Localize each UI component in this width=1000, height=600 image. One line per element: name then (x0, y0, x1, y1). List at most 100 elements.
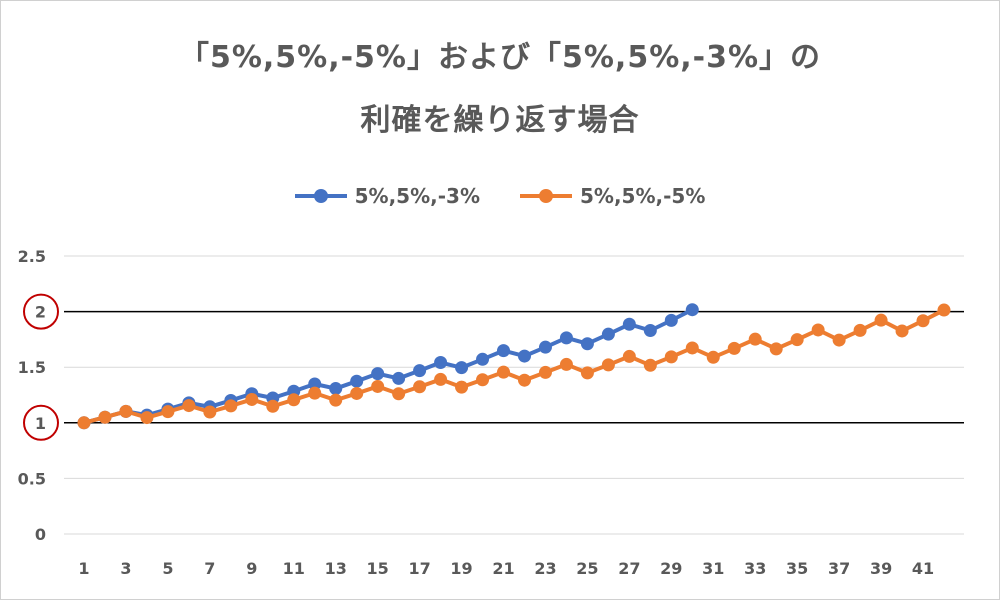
data-point-series-1 (476, 352, 490, 366)
data-point-series-2 (559, 357, 573, 371)
data-point-series-1 (329, 382, 343, 396)
chart-title-line1: 「5%,5%,-5%」および「5%,5%,-3%」の (178, 40, 822, 75)
y-tick-label: 2.5 (18, 247, 46, 266)
legend-swatch-series-2 (520, 189, 572, 203)
data-point-series-2 (203, 405, 217, 419)
data-point-series-2 (832, 333, 846, 347)
chart-legend: 5%,5%,-3% 5%,5%,-5% (0, 184, 1000, 208)
legend-label-series-1: 5%,5%,-3% (354, 184, 480, 208)
legend-item-series-1: 5%,5%,-3% (294, 184, 480, 208)
legend-label-series-2: 5%,5%,-5% (580, 184, 706, 208)
x-tick-label: 41 (912, 559, 934, 578)
data-point-series-1 (434, 356, 448, 370)
x-tick-label: 5 (162, 559, 173, 578)
data-point-series-2 (266, 399, 280, 413)
y-tick-label: 1.5 (18, 358, 46, 377)
data-point-series-2 (329, 393, 343, 407)
data-point-series-2 (937, 303, 951, 317)
y-tick-label: 2 (35, 303, 46, 322)
x-tick-label: 3 (120, 559, 131, 578)
data-point-series-2 (853, 323, 867, 337)
x-tick-label: 21 (492, 559, 514, 578)
x-tick-label: 13 (325, 559, 347, 578)
data-point-series-2 (497, 365, 511, 379)
data-point-series-2 (224, 399, 238, 413)
data-point-series-2 (392, 387, 406, 401)
data-point-series-2 (622, 349, 636, 363)
data-point-series-1 (308, 377, 322, 391)
data-point-series-1 (392, 371, 406, 385)
y-tick-label: 0.5 (18, 469, 46, 488)
data-point-series-2 (140, 411, 154, 425)
data-point-series-2 (517, 373, 531, 387)
data-point-series-1 (622, 317, 636, 331)
data-point-series-2 (874, 313, 888, 327)
data-point-series-1 (517, 349, 531, 363)
data-point-series-2 (413, 380, 427, 394)
data-point-series-1 (350, 374, 364, 388)
x-tick-label: 15 (367, 559, 389, 578)
data-point-series-2 (790, 333, 804, 347)
data-point-series-1 (538, 340, 552, 354)
data-point-series-2 (119, 404, 133, 418)
legend-item-series-2: 5%,5%,-5% (520, 184, 705, 208)
data-point-series-2 (287, 393, 301, 407)
data-point-series-2 (161, 405, 175, 419)
y-tick-highlight-circle (23, 404, 59, 441)
data-point-series-2 (350, 386, 364, 400)
data-point-series-1 (685, 303, 699, 317)
data-point-series-1 (580, 337, 594, 351)
data-point-series-2 (455, 380, 469, 394)
x-tick-label: 31 (702, 559, 724, 578)
data-point-series-2 (664, 350, 678, 364)
data-point-series-2 (580, 366, 594, 380)
data-point-series-1 (643, 324, 657, 338)
data-point-series-2 (182, 399, 196, 413)
x-tick-label: 29 (660, 559, 682, 578)
data-point-series-2 (643, 358, 657, 372)
y-tick-label: 0 (35, 525, 46, 544)
data-point-series-1 (455, 361, 469, 375)
data-point-series-1 (559, 331, 573, 345)
data-point-series-2 (538, 365, 552, 379)
x-tick-label: 23 (534, 559, 556, 578)
x-tick-label: 25 (576, 559, 598, 578)
data-point-series-1 (601, 327, 615, 341)
data-point-series-2 (895, 324, 909, 338)
data-point-series-2 (77, 416, 91, 430)
x-tick-label: 33 (744, 559, 766, 578)
chart-title-line2: 利確を繰り返す場合 (360, 103, 640, 138)
data-point-series-2 (685, 341, 699, 355)
data-point-series-1 (413, 364, 427, 378)
data-point-series-2 (811, 323, 825, 337)
data-point-series-2 (769, 342, 783, 356)
data-point-series-2 (748, 332, 762, 346)
data-point-series-1 (371, 367, 385, 381)
legend-swatch-series-1 (294, 189, 347, 203)
x-tick-label: 17 (408, 559, 430, 578)
x-tick-label: 7 (204, 559, 215, 578)
data-point-series-1 (664, 313, 678, 327)
x-tick-label: 11 (283, 559, 305, 578)
x-tick-label: 37 (828, 559, 850, 578)
data-point-series-2 (916, 314, 930, 328)
data-point-series-1 (497, 344, 511, 358)
x-tick-label: 35 (786, 559, 808, 578)
data-point-series-2 (98, 410, 112, 424)
data-point-series-2 (245, 392, 259, 406)
data-point-series-2 (706, 350, 720, 364)
data-point-series-2 (601, 358, 615, 372)
data-point-series-2 (434, 372, 448, 386)
y-tick-label: 1 (35, 414, 46, 433)
data-point-series-2 (308, 386, 322, 400)
y-tick-highlight-circle (23, 293, 59, 330)
x-tick-label: 19 (450, 559, 472, 578)
data-point-series-2 (727, 341, 741, 355)
x-tick-label: 9 (246, 559, 257, 578)
x-tick-label: 27 (618, 559, 640, 578)
data-point-series-2 (371, 379, 385, 393)
x-tick-label: 39 (870, 559, 892, 578)
data-point-series-2 (476, 373, 490, 387)
